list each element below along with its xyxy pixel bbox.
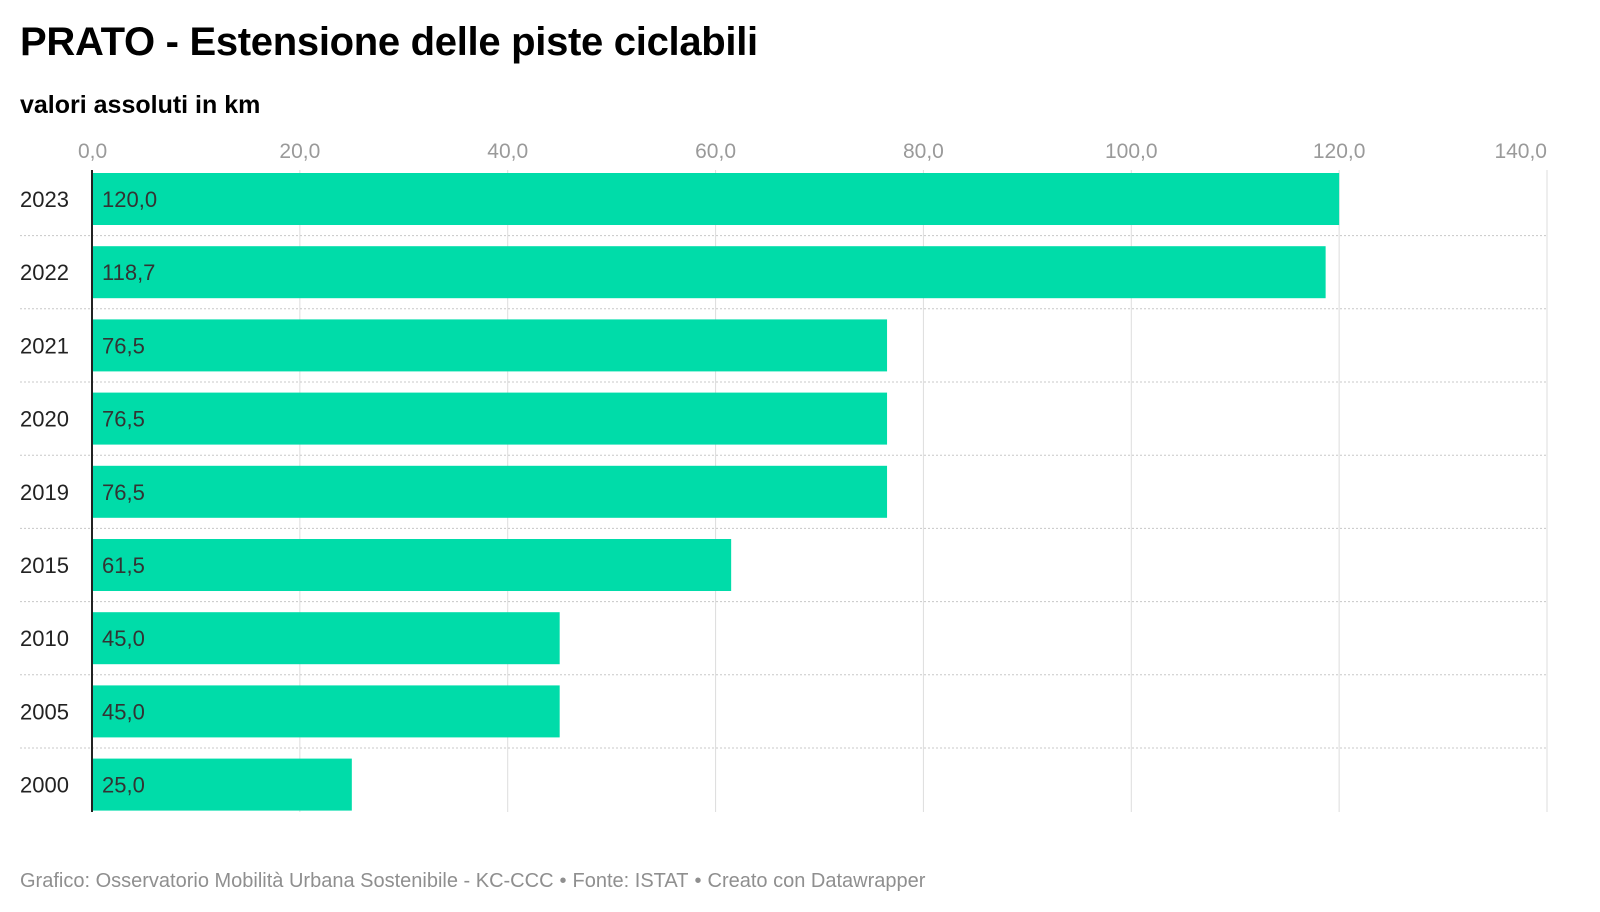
bar xyxy=(92,612,560,665)
bar xyxy=(92,319,888,372)
category-label: 2010 xyxy=(20,626,69,651)
bar xyxy=(92,392,888,445)
x-tick-label: 140,0 xyxy=(1494,140,1547,163)
category-label: 2020 xyxy=(20,407,69,432)
category-label: 2022 xyxy=(20,260,69,285)
value-label: 120,0 xyxy=(102,187,157,212)
bar xyxy=(92,465,888,518)
bar xyxy=(92,539,732,591)
bar xyxy=(92,246,1326,299)
value-label: 25,0 xyxy=(102,773,145,798)
bar xyxy=(92,685,560,738)
footer-source: Fonte: ISTAT xyxy=(572,870,689,892)
value-label: 76,5 xyxy=(102,480,145,505)
value-label: 76,5 xyxy=(102,333,145,358)
x-tick-label: 0,0 xyxy=(78,140,107,163)
value-label: 76,5 xyxy=(102,407,145,432)
x-tick-label: 20,0 xyxy=(279,140,320,163)
value-label: 118,7 xyxy=(102,260,155,285)
category-label: 2005 xyxy=(20,699,69,724)
footer-separator: • xyxy=(559,870,567,892)
category-label: 2015 xyxy=(20,553,69,578)
value-label: 45,0 xyxy=(102,699,145,724)
chart-title: PRATO - Estensione delle piste ciclabili xyxy=(20,20,758,64)
x-tick-label: 80,0 xyxy=(903,140,944,163)
chart-subtitle: valori assoluti in km xyxy=(20,91,261,119)
footer-separator: • xyxy=(694,870,702,892)
chart-footer: Grafico: Osservatorio Mobilità Urbana So… xyxy=(20,870,925,893)
value-label: 61,5 xyxy=(102,553,145,578)
bar-chart: 0,0 20,0 40,0 60,0 80,0 100,0 120,0 140,0 2023 12… xyxy=(20,140,1548,812)
x-tick-label: 40,0 xyxy=(487,140,528,163)
category-label: 2021 xyxy=(20,333,69,358)
footer-credit: Grafico: Osservatorio Mobilità Urbana So… xyxy=(20,870,554,892)
footer-tool: Creato con Datawrapper xyxy=(707,870,926,892)
category-label: 2019 xyxy=(20,480,69,505)
bar xyxy=(92,173,1340,225)
bar xyxy=(92,758,352,811)
value-label: 45,0 xyxy=(102,626,145,651)
x-tick-label: 120,0 xyxy=(1313,140,1366,163)
category-label: 2000 xyxy=(20,773,69,798)
x-tick-label: 100,0 xyxy=(1105,140,1158,163)
category-label: 2023 xyxy=(20,187,69,212)
x-tick-label: 60,0 xyxy=(695,140,736,163)
